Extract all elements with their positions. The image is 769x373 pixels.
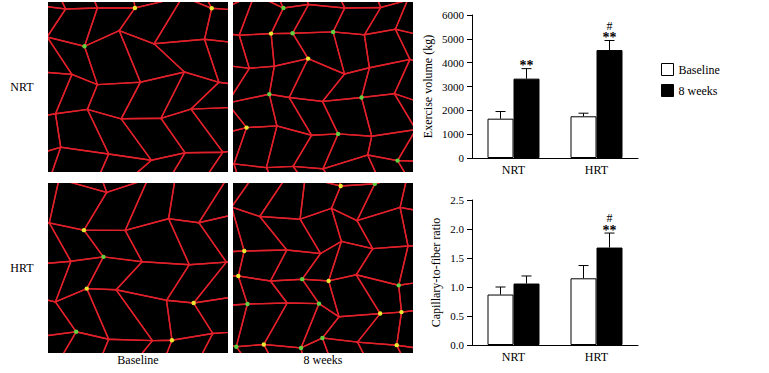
svg-text:NRT: NRT [502, 350, 526, 364]
svg-text:6000: 6000 [442, 9, 465, 21]
svg-text:1.0: 1.0 [450, 281, 464, 293]
svg-text:Capillary-to-fiber ratio: Capillary-to-fiber ratio [429, 218, 443, 328]
svg-text:5000: 5000 [442, 33, 465, 45]
svg-text:Exercise volume (kg): Exercise volume (kg) [421, 35, 435, 138]
svg-text:1.5: 1.5 [450, 252, 464, 264]
svg-text:HRT: HRT [10, 261, 34, 275]
svg-text:HRT: HRT [585, 350, 609, 364]
svg-text:NRT: NRT [10, 80, 34, 94]
svg-text:0.0: 0.0 [450, 339, 464, 351]
svg-text:8 weeks: 8 weeks [304, 353, 343, 367]
svg-text:0.5: 0.5 [450, 310, 464, 322]
svg-text:NRT: NRT [502, 163, 526, 177]
svg-text:2.0: 2.0 [450, 223, 464, 235]
svg-text:HRT: HRT [585, 163, 609, 177]
svg-text:Baseline: Baseline [117, 353, 158, 367]
svg-text:0: 0 [459, 152, 465, 164]
svg-text:Baseline: Baseline [679, 63, 720, 77]
svg-text:#: # [607, 211, 613, 225]
svg-text:**: ** [520, 58, 534, 73]
svg-text:3000: 3000 [442, 81, 465, 93]
svg-text:2.5: 2.5 [450, 194, 464, 206]
svg-text:8 weeks: 8 weeks [679, 84, 718, 98]
svg-text:2000: 2000 [442, 104, 465, 116]
svg-text:#: # [607, 19, 613, 33]
svg-text:1000: 1000 [442, 128, 465, 140]
svg-text:4000: 4000 [442, 57, 465, 69]
